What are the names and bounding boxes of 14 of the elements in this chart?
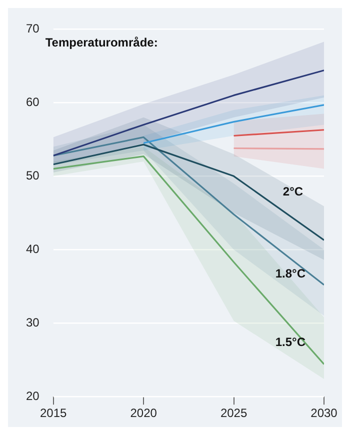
x-tick-label: 2030 <box>310 406 338 420</box>
x-tick-label: 2020 <box>130 406 158 420</box>
series-label: 1.8°C <box>275 266 306 281</box>
y-tick-label: 30 <box>26 315 40 330</box>
y-tick-label: 70 <box>26 22 40 36</box>
y-tick-label: 50 <box>26 168 40 182</box>
y-tick-label: 60 <box>26 94 40 109</box>
x-tick-label: 2015 <box>40 406 68 420</box>
series-label: 2°C <box>282 184 304 198</box>
legend-title: Temperaturområde: <box>45 36 158 50</box>
y-tick-label: 40 <box>26 242 40 256</box>
series-label: 1.5°C <box>275 334 306 349</box>
x-tick-label: 2025 <box>220 406 248 420</box>
y-tick-label: 20 <box>26 388 40 403</box>
